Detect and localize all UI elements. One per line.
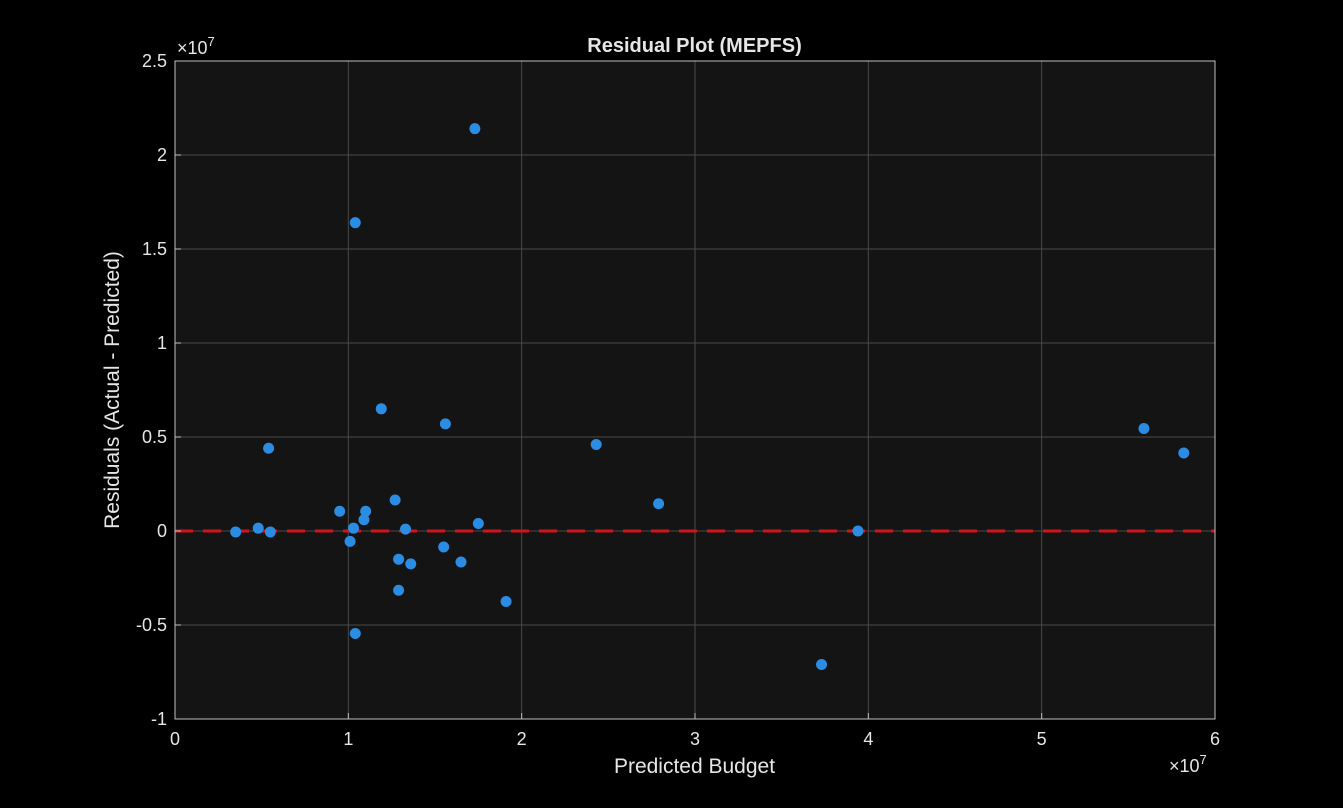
chart-title: Residual Plot (MEPFS) — [587, 35, 801, 57]
residual-point — [472, 517, 484, 529]
y-tick-label: -0.5 — [136, 615, 167, 635]
residual-point — [230, 526, 242, 538]
residual-point — [438, 541, 450, 553]
y-tick-label: 2 — [157, 145, 167, 165]
residual-point — [393, 584, 405, 596]
y-tick-label: -1 — [151, 709, 167, 729]
residual-point — [816, 658, 828, 670]
residual-point — [389, 494, 401, 506]
x-tick-label: 5 — [1037, 729, 1047, 749]
residual-point — [1178, 447, 1190, 459]
data-points — [230, 123, 1190, 670]
x-tick-label: 1 — [343, 729, 353, 749]
x-tick-label: 2 — [517, 729, 527, 749]
residual-point — [375, 403, 387, 415]
residual-point — [1138, 423, 1150, 435]
residual-point — [263, 442, 275, 454]
x-axis-label: Predicted Budget — [614, 755, 775, 778]
x-tick-label: 6 — [1210, 729, 1220, 749]
y-axis-exponent: ×107 — [177, 34, 215, 58]
residual-point — [405, 558, 417, 570]
y-axis-label: Residuals (Actual - Predicted) — [101, 251, 124, 529]
residual-point — [344, 535, 356, 547]
y-tick-label: 0 — [157, 521, 167, 541]
residual-point — [439, 418, 451, 430]
residual-point — [252, 522, 264, 534]
x-axis-exponent: ×107 — [1169, 752, 1207, 776]
residual-point — [349, 217, 361, 229]
x-tick-label: 0 — [170, 729, 180, 749]
y-tick-label: 0.5 — [142, 427, 167, 447]
residual-point — [264, 526, 276, 538]
residual-point — [852, 525, 864, 537]
residual-point — [393, 553, 405, 565]
y-tick-labels: -1 -0.5 0 0.5 1 1.5 2 2.5 — [136, 51, 181, 729]
residual-point — [500, 596, 512, 607]
y-tick-label: 2.5 — [142, 51, 167, 71]
residual-point — [469, 123, 481, 135]
residual-point — [360, 505, 372, 517]
residual-point — [334, 505, 346, 517]
residual-point — [400, 523, 412, 535]
x-tick-label: 4 — [863, 729, 873, 749]
residual-point — [358, 514, 370, 526]
residual-point — [590, 439, 602, 451]
y-tick-label: 1.5 — [142, 239, 167, 259]
residual-point — [348, 522, 360, 534]
x-tick-label: 3 — [690, 729, 700, 749]
x-tick-labels: 0 1 2 3 4 5 6 — [170, 713, 1220, 749]
residual-point — [455, 556, 467, 568]
residual-point — [653, 498, 665, 510]
residual-point — [349, 627, 361, 639]
y-tick-label: 1 — [157, 333, 167, 353]
